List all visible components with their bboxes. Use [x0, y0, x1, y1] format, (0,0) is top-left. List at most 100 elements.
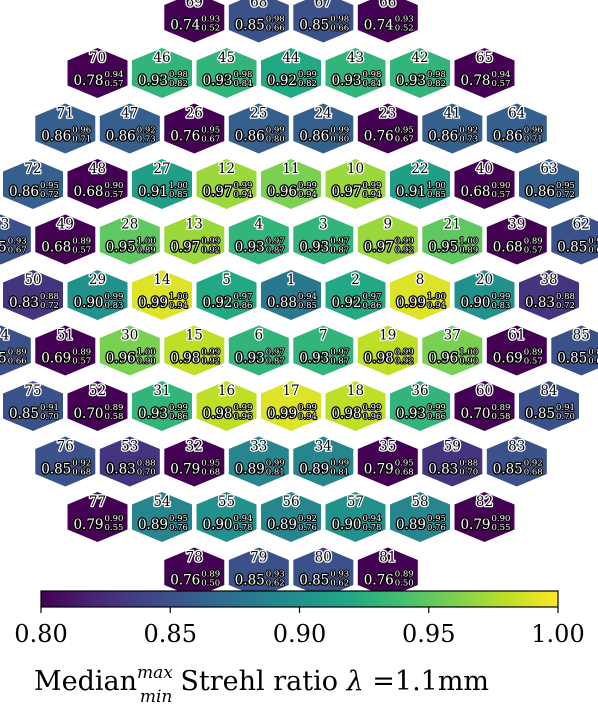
min-value: 0.84: [234, 79, 253, 89]
segment-id: 23: [379, 106, 396, 122]
median-value: 0.69: [41, 351, 71, 367]
min-value: 0.62: [330, 579, 349, 589]
max-value: 0.93: [201, 15, 220, 25]
hex-cell: 82 0.79 0.900.55: [454, 492, 515, 542]
hex-tile: [35, 436, 96, 487]
median-value: 0.74: [364, 18, 394, 34]
min-value: 0.83: [105, 301, 124, 311]
hex-cell: 16 0.98 0.990.96: [196, 381, 257, 431]
hex-tile: [293, 0, 354, 43]
hex-tile: [486, 103, 547, 154]
median-value: 0.83: [106, 462, 136, 478]
min-value: 0.92: [395, 246, 414, 256]
segment-id: 69: [186, 0, 203, 11]
max-value: 0.99: [330, 126, 349, 136]
min-value: 0.68: [72, 468, 91, 478]
hex-cell: 73 0.850.930.67: [0, 214, 31, 265]
median-value: 0.79: [364, 462, 394, 478]
hex-cell: 41 0.86 0.920.73: [422, 103, 483, 154]
min-value: 0.82: [298, 79, 317, 89]
segment-id: 67: [315, 0, 332, 11]
median-value: 0.70: [73, 406, 103, 422]
min-value: 0.85: [427, 190, 446, 200]
segment-id: 43: [347, 50, 364, 66]
hex-tile: [196, 48, 257, 98]
hex-cell: 13 0.97 0.990.92: [164, 214, 225, 265]
median-value: 0.96: [428, 351, 458, 367]
hex-cell: 35 0.79 0.950.68: [357, 436, 418, 487]
max-value: 0.97: [330, 348, 349, 358]
segment-id: 77: [89, 494, 106, 510]
hex-cell: 18 0.98 0.990.96: [325, 381, 386, 431]
segment-id: 8: [416, 272, 425, 288]
hex-cell: 65 0.78 0.940.57: [454, 48, 515, 98]
max-value: 0.89: [492, 403, 511, 413]
segment-id: 53: [121, 439, 138, 455]
hex-cell: 7 0.93 0.970.87: [293, 325, 354, 376]
min-value: 0.90: [459, 357, 478, 367]
hex-tile: [422, 103, 483, 154]
hex-cell: 78 0.76 0.890.50: [164, 547, 225, 598]
hex-cell: 37 0.96 1.000.90: [422, 325, 483, 376]
max-value: 0.90: [105, 181, 124, 191]
max-value: 0.89: [72, 348, 91, 358]
max-value: 0.99: [266, 459, 285, 469]
min-value: 0.82: [427, 79, 446, 89]
hex-cell: 17 0.99 0.990.94: [261, 381, 321, 431]
max-value: 0.88: [40, 292, 59, 302]
hex-cell: 27 0.91 1.000.85: [132, 159, 192, 209]
segment-id: 60: [476, 383, 493, 399]
median-value: 0.86: [428, 129, 458, 145]
median-value: 0.79: [73, 517, 103, 533]
hex-cell: 30 0.96 1.000.90: [99, 325, 160, 376]
min-value: 0.66: [266, 24, 285, 34]
min-value: 0.72: [556, 190, 575, 200]
hex-cell: 63 0.86 0.950.72: [519, 159, 579, 209]
min-value: 0.70: [40, 412, 59, 422]
hex-cell: 61 0.69 0.890.57: [486, 325, 547, 376]
hex-tile: [164, 325, 225, 376]
min-value: 0.86: [363, 301, 382, 311]
max-value: 0.89: [105, 403, 124, 413]
min-value: 0.70: [459, 468, 478, 478]
median-value: 0.89: [235, 462, 265, 478]
hex-tile: [261, 381, 321, 431]
median-value: 0.93: [202, 73, 232, 89]
median-value: 0.89: [396, 517, 426, 533]
hex-cell: 53 0.83 0.880.70: [99, 436, 160, 487]
hex-cell: 64 0.86 0.960.71: [486, 103, 547, 154]
hex-tile: [390, 381, 450, 431]
median-value: 0.85: [0, 240, 7, 256]
median-value: 0.85: [557, 351, 587, 367]
median-value: 0.90: [331, 517, 361, 533]
max-value: 0.89: [524, 348, 543, 358]
hex-cell: 67 0.85 0.980.66: [293, 0, 354, 43]
median-value: 0.83: [428, 462, 458, 478]
median-value: 0.85: [299, 573, 329, 589]
median-value: 0.97: [202, 184, 232, 200]
max-value: 0.95: [395, 126, 414, 136]
segment-id: 83: [508, 439, 525, 455]
hex-cell: 36 0.93 0.990.86: [390, 381, 450, 431]
median-value: 0.93: [396, 406, 426, 422]
hex-tile: [390, 492, 450, 542]
segment-id: 7: [319, 328, 328, 344]
hex-cell: 19 0.98 0.990.92: [357, 325, 418, 376]
hex-cell: 28 0.95 1.000.89: [99, 214, 160, 265]
hex-tile: [422, 436, 483, 487]
median-value: 0.86: [106, 129, 136, 145]
median-value: 0.91: [138, 184, 168, 200]
median-value: 0.83: [9, 295, 39, 311]
min-value: 0.72: [556, 301, 575, 311]
max-value: 0.99: [363, 181, 382, 191]
hex-cell: 42 0.93 0.980.82: [390, 48, 450, 98]
segment-id: 81: [379, 550, 396, 566]
max-value: 0.89: [588, 348, 598, 358]
max-value: 0.99: [395, 348, 414, 358]
segment-id: 3: [319, 217, 328, 233]
segment-id: 76: [57, 439, 74, 455]
median-value: 0.89: [299, 462, 329, 478]
hex-cell: 58 0.89 0.950.76: [390, 492, 450, 542]
max-value: 0.98: [363, 70, 382, 80]
hex-tile: [67, 48, 128, 98]
